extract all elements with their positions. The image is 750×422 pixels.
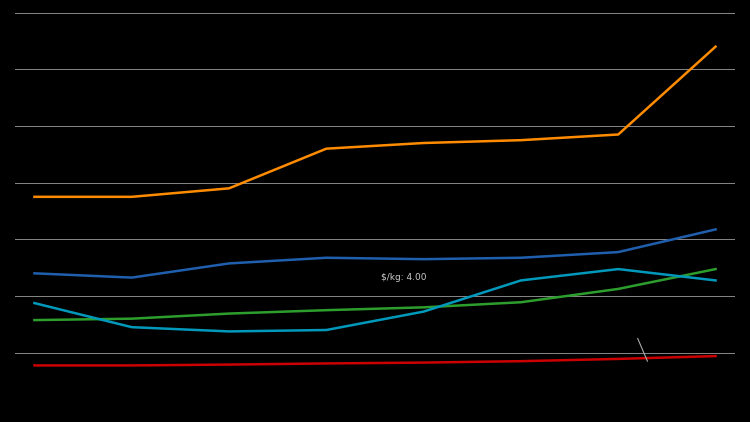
Text: $/kg: 4.00: $/kg: 4.00 — [382, 273, 427, 282]
